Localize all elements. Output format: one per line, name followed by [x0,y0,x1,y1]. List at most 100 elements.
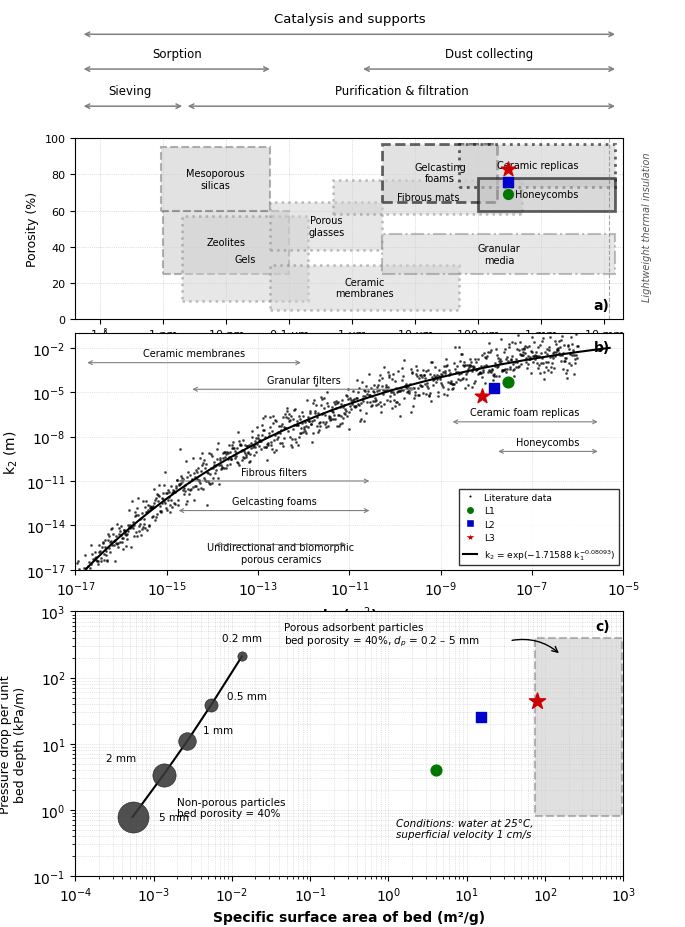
Point [434,373,445,387]
Point [260,410,271,425]
Point [380,378,391,393]
Point [547,347,558,362]
Point [444,363,455,378]
Point [568,367,579,382]
Point [82,559,93,574]
Point [564,356,575,371]
Point [140,521,151,536]
Point [401,385,412,400]
Point [373,378,384,393]
Point [399,379,410,394]
Point [156,504,167,519]
Point [209,458,220,473]
Point [308,394,319,409]
Point [276,417,287,432]
Point [394,384,405,399]
Text: Ceramic replicas: Ceramic replicas [497,161,578,171]
Point [482,365,493,380]
Point [406,362,416,377]
Point [133,524,144,539]
Point [262,438,273,452]
Point [286,438,297,453]
Point [122,531,133,546]
Point [290,436,301,451]
Point [311,411,322,425]
Point [566,349,577,363]
Text: Catalysis and supports: Catalysis and supports [273,13,425,26]
Point [188,451,199,466]
Point [241,439,252,454]
Point [513,360,524,375]
Point [455,374,466,388]
Bar [382,235,616,274]
Point [549,349,560,364]
Point [436,378,447,393]
Point [411,367,422,382]
Point [393,397,404,412]
Point [503,375,514,390]
Point [266,438,277,453]
Point [551,344,562,359]
Point [525,366,536,381]
Point [551,342,562,357]
Point [456,347,467,362]
Point [452,373,463,387]
Point [220,447,231,462]
Point [506,349,517,363]
Text: Gelcasting foams: Gelcasting foams [232,497,316,506]
Point [219,445,229,460]
Point [469,374,480,388]
Point [366,388,377,403]
Point [470,363,481,378]
Point [534,358,545,373]
Point [525,350,536,365]
Point [349,400,360,415]
Point [418,386,429,400]
Point [390,374,401,388]
Point [542,355,553,370]
Point [101,553,112,568]
Point [485,343,496,358]
Point [557,362,568,377]
Point [234,438,245,452]
Point [208,455,219,470]
Point [510,337,521,351]
Point [214,459,225,474]
Point [320,408,331,423]
Point [377,383,388,398]
Point [218,451,229,465]
Point [275,419,286,434]
Point [518,349,529,363]
Point [460,367,471,382]
Point [209,466,220,481]
Point [281,400,292,415]
Point [377,387,388,401]
Point [504,362,515,377]
Point [362,387,373,402]
Point [460,381,471,396]
Point [416,368,427,383]
Point [541,342,552,357]
Point [343,383,354,398]
Point [492,361,503,375]
Point [386,400,397,415]
Point [110,529,121,544]
Point [438,380,449,395]
Text: Fibrous filters: Fibrous filters [241,467,307,477]
Point [100,548,111,563]
Point [325,413,336,427]
Point [267,410,278,425]
Point [184,487,195,502]
Point [327,404,338,419]
Point [475,365,486,380]
Point [122,525,133,540]
Point [183,465,194,480]
Point [463,361,474,375]
Point [419,377,430,392]
Point [225,452,236,467]
Point [126,519,137,534]
Point [462,362,473,377]
Point [108,535,119,550]
Point [147,501,158,515]
Point [501,362,512,377]
